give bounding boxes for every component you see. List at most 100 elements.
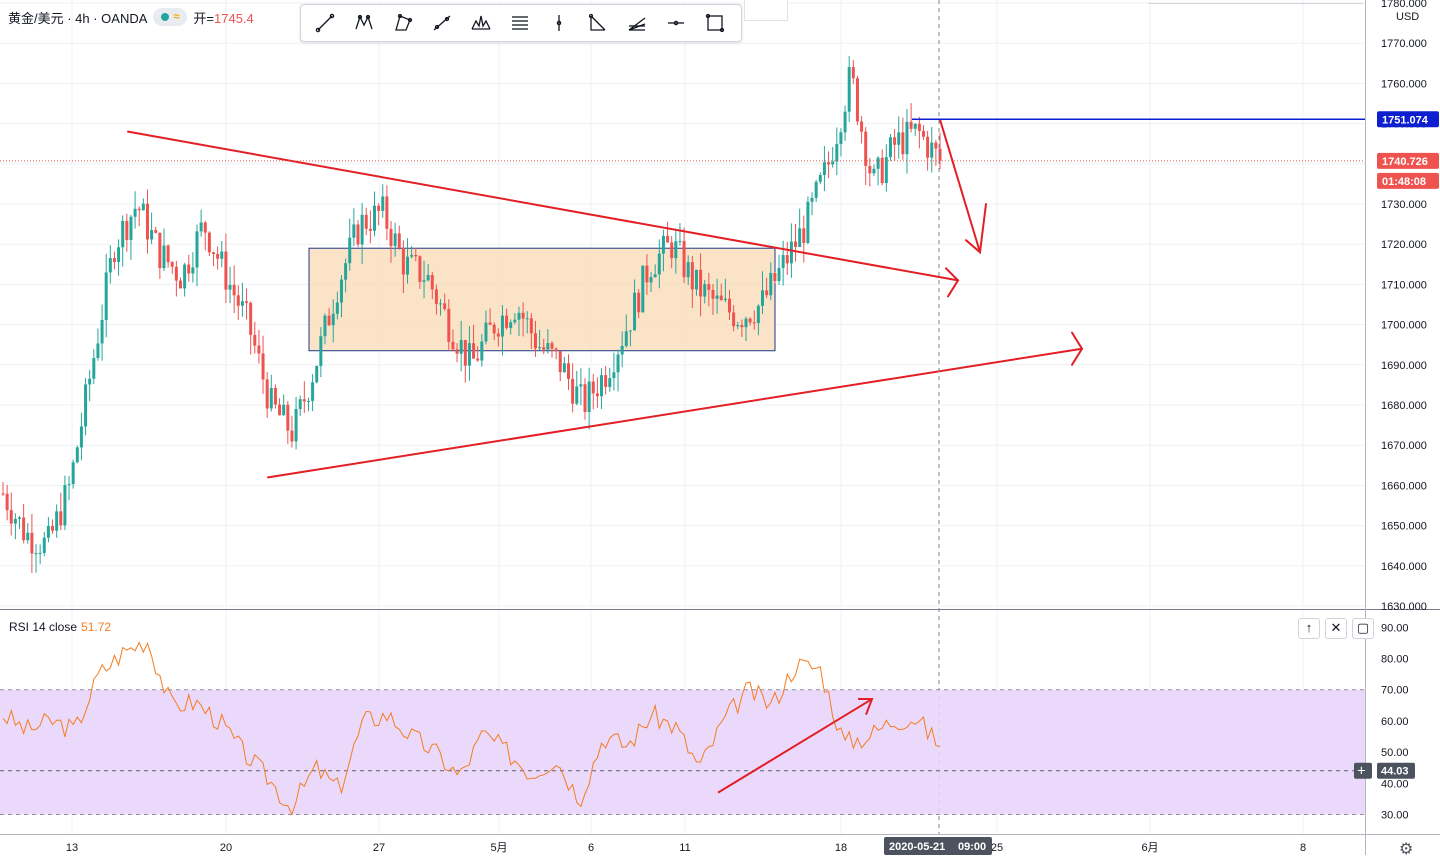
- candle-body: [525, 318, 529, 320]
- candle-body: [484, 322, 488, 342]
- price-tick-label: 1730.000: [1381, 199, 1427, 211]
- candle-body: [22, 517, 26, 541]
- candle-body: [785, 255, 789, 264]
- rsi-tick-label: 70.00: [1381, 685, 1409, 697]
- candle-body: [509, 322, 513, 328]
- candle-body: [269, 387, 273, 409]
- candle-body: [199, 222, 203, 232]
- xabcd-pattern-icon: [354, 14, 373, 30]
- candle-body: [174, 266, 178, 281]
- horizontal-line-tool-button[interactable]: [656, 8, 695, 38]
- price-tick-label: 1760.000: [1381, 78, 1427, 90]
- candle-body: [794, 241, 798, 247]
- candle-body: [715, 295, 719, 299]
- price-tick-label: 1780.000: [1381, 0, 1427, 10]
- candle-body: [505, 315, 509, 328]
- bar-countdown-badge: 01:48:08: [1382, 176, 1426, 188]
- move-up-button[interactable]: ↑: [1298, 618, 1320, 639]
- candle-body: [368, 228, 372, 231]
- candle-body: [253, 334, 257, 346]
- candle-body: [75, 447, 79, 463]
- candle-body: [699, 269, 703, 297]
- abcd-pattern-tool-button[interactable]: [578, 8, 617, 38]
- settings-gear-icon[interactable]: ⚙: [1399, 841, 1414, 858]
- candle-body: [938, 148, 942, 161]
- head-shoulders-icon: [470, 15, 491, 30]
- candle-body: [145, 203, 149, 240]
- candle-body: [888, 137, 892, 158]
- candle-body: [240, 301, 244, 306]
- floating-panel-edge: [744, 0, 788, 21]
- maximize-pane-button[interactable]: ▢: [1352, 618, 1374, 639]
- rsi-tick-label: 30.00: [1381, 810, 1409, 822]
- candle-body: [455, 349, 459, 354]
- candle-body: [42, 537, 46, 553]
- candle-body: [331, 313, 335, 326]
- candle-body: [934, 142, 938, 149]
- candle-body: [703, 284, 707, 297]
- candle-body: [298, 399, 302, 410]
- candle-body: [315, 365, 319, 383]
- triangle-pattern-tool-button[interactable]: [383, 8, 422, 38]
- candle-body: [381, 196, 385, 211]
- currency-badge-bg: [1392, 8, 1422, 23]
- candle-body: [818, 174, 822, 182]
- candle-body: [752, 322, 756, 324]
- symbol-title[interactable]: 黄金/美元 · 4h · OANDA: [8, 10, 148, 26]
- candle-body: [306, 400, 310, 402]
- fib-retracement-tool-button[interactable]: [500, 8, 539, 38]
- head-shoulders-tool-button[interactable]: [461, 8, 500, 38]
- candle-body: [108, 258, 112, 273]
- candle-body: [154, 230, 158, 233]
- candle-body: [500, 315, 504, 337]
- candle-body: [96, 343, 100, 359]
- candle-body: [827, 162, 831, 165]
- gann-fan-tool-button[interactable]: [617, 8, 656, 38]
- candle-body: [104, 272, 108, 320]
- candle-body: [414, 254, 418, 257]
- vertical-line-tool-button[interactable]: [539, 8, 578, 38]
- bar-countdown-badge-bg: [1377, 172, 1439, 189]
- rsi-tick-label: 60.00: [1381, 716, 1409, 728]
- rectangle-tool-button[interactable]: [695, 8, 734, 38]
- candle-body: [653, 274, 657, 278]
- trend-line-tool-button[interactable]: [305, 8, 344, 38]
- candle-body: [166, 245, 170, 263]
- candle-body: [847, 67, 851, 112]
- rsi-tick-label: 50.00: [1381, 747, 1409, 759]
- xabcd-pattern-tool-button[interactable]: [344, 8, 383, 38]
- price-tick-label: 1630.000: [1381, 601, 1427, 613]
- rsi-band: [0, 689, 1365, 815]
- candle-body: [92, 358, 96, 379]
- candle-body: [641, 265, 645, 313]
- candle-body: [389, 228, 393, 247]
- rsi-tick-label: 80.00: [1381, 654, 1409, 666]
- candle-body: [628, 330, 632, 332]
- candle-body: [220, 251, 224, 259]
- candle-body: [744, 318, 748, 328]
- down-arrow-line: [939, 118, 981, 254]
- candle-body: [905, 121, 909, 155]
- pitchfork-tool-button[interactable]: [422, 8, 461, 38]
- candle-body: [674, 241, 678, 259]
- candle-body: [612, 372, 616, 379]
- candle-body: [397, 233, 401, 248]
- market-status-toggle[interactable]: ≈: [153, 8, 188, 26]
- candle-body: [707, 284, 711, 290]
- crosshair-plus-icon: +: [1357, 763, 1366, 780]
- last-price-badge-bg: [1377, 152, 1439, 169]
- rsi-legend[interactable]: RSI 14 close 51.72: [9, 620, 111, 634]
- candle-body: [558, 351, 562, 373]
- price-tick-label: 1690.000: [1381, 360, 1427, 372]
- candle-body: [59, 511, 63, 526]
- candle-body: [670, 242, 674, 259]
- close-pane-button[interactable]: ✕: [1325, 618, 1347, 639]
- rsi-tick-label: 90.00: [1381, 622, 1409, 634]
- candle-body: [884, 157, 888, 184]
- lower-trendline: [267, 347, 1083, 479]
- candle-body: [517, 312, 521, 320]
- candle-body: [533, 333, 537, 349]
- candle-body: [620, 345, 624, 355]
- down-arrowhead: [965, 203, 987, 255]
